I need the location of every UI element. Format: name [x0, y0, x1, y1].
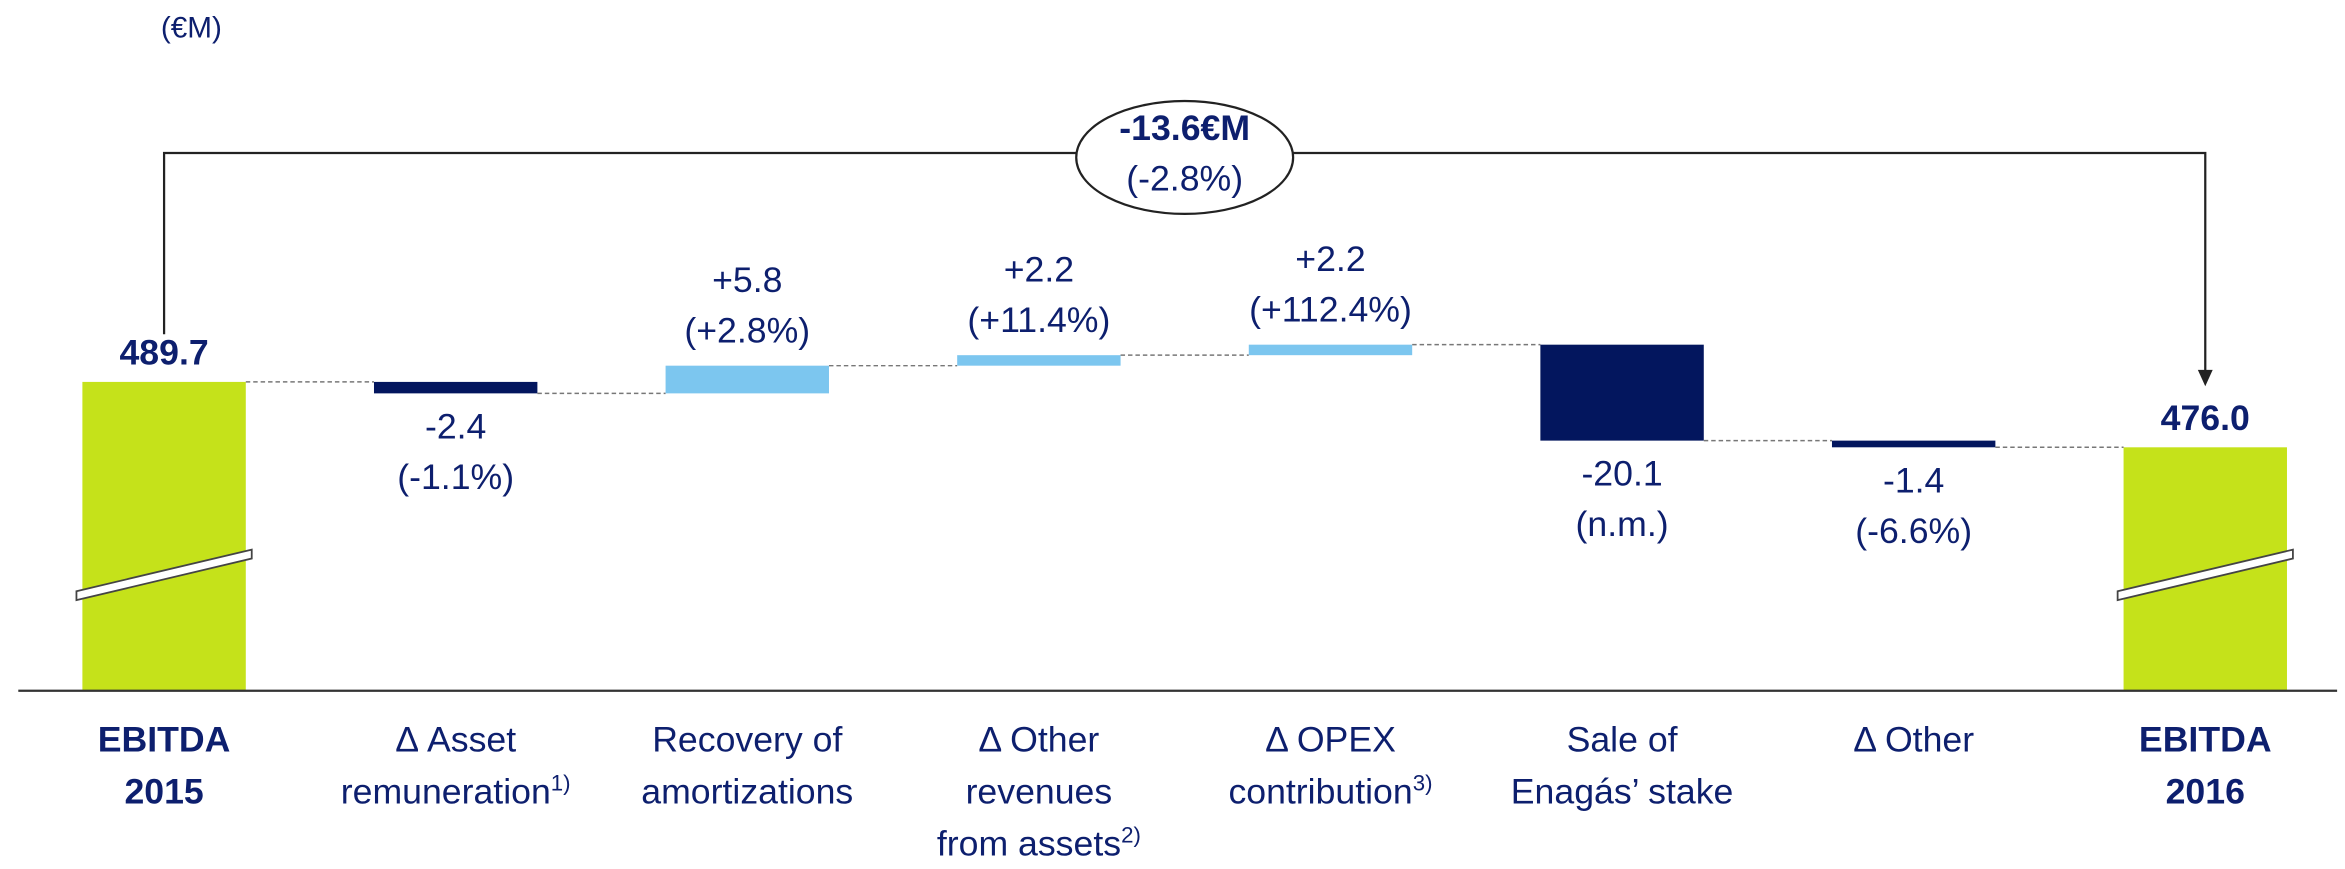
bar: [1831, 440, 1996, 448]
change-arrow: [2197, 369, 2213, 387]
x-tick-label-text: Δ Other: [1853, 720, 1974, 760]
x-tick-label-text: contribution: [1228, 772, 1412, 812]
change-ellipse: [1075, 99, 1295, 216]
x-tick-label: Δ OPEX: [1265, 720, 1396, 760]
x-tick-label-text: remuneration: [341, 772, 551, 812]
total-label: 476.0: [2161, 398, 2250, 438]
x-tick-label: remuneration1): [341, 770, 571, 812]
bar: [665, 365, 829, 394]
x-tick-label-text: Δ Asset: [395, 720, 516, 760]
x-tick-label: revenues: [966, 772, 1113, 812]
axis-break: [75, 548, 253, 602]
footnote-marker: 2): [1121, 822, 1141, 847]
value-label: +2.2: [1295, 239, 1365, 279]
change-percent: (-2.8%): [1126, 159, 1243, 199]
x-tick-label: amortizations: [641, 772, 853, 812]
x-tick-label: Δ Asset: [395, 720, 516, 760]
x-tick-label-text: Recovery of: [652, 720, 842, 760]
x-tick-label: EBITDA: [98, 720, 231, 760]
bar: [373, 381, 538, 394]
percent-label: (-1.1%): [397, 457, 514, 497]
x-tick-label: 2016: [2166, 772, 2245, 812]
x-tick-label: EBITDA: [2139, 720, 2272, 760]
x-tick-label-text: Sale of: [1567, 720, 1678, 760]
unit-label: (€M): [161, 12, 222, 45]
footnote-marker: 3): [1413, 770, 1433, 795]
x-tick-label-text: 2015: [124, 772, 203, 812]
x-tick-label-text: Δ OPEX: [1265, 720, 1396, 760]
value-label: -1.4: [1883, 460, 1944, 500]
value-label: +2.2: [1004, 249, 1074, 289]
x-tick-label-text: 2016: [2166, 772, 2245, 812]
value-label: -2.4: [425, 406, 486, 446]
change-value: -13.6€M: [1119, 108, 1250, 148]
x-tick-label: Δ Other: [978, 720, 1099, 760]
x-tick-label-text: EBITDA: [2139, 720, 2272, 760]
x-tick-label-text: from assets: [937, 824, 1121, 864]
x-tick-label-text: amortizations: [641, 772, 853, 812]
percent-label: (+2.8%): [684, 310, 810, 350]
x-tick-label: Recovery of: [652, 720, 842, 760]
x-tick-label: Δ Other: [1853, 720, 1974, 760]
value-label: +5.8: [712, 260, 782, 300]
x-tick-label: 2015: [124, 772, 203, 812]
x-tick-label-text: EBITDA: [98, 720, 231, 760]
total-label: 489.7: [119, 333, 208, 373]
bar: [1248, 344, 1413, 356]
percent-label: (+112.4%): [1249, 289, 1412, 329]
x-tick-label: Sale of: [1567, 720, 1678, 760]
percent-label: (n.m.): [1576, 504, 1669, 544]
footnote-marker: 1): [551, 770, 571, 795]
percent-label: (+11.4%): [967, 300, 1110, 340]
x-tick-label-text: Enagás’ stake: [1511, 772, 1734, 812]
percent-label: (-6.6%): [1855, 511, 1972, 551]
bar: [1540, 344, 1704, 441]
x-tick-label-text: Δ Other: [978, 720, 1099, 760]
bar: [82, 381, 246, 691]
axis-break: [2116, 548, 2294, 602]
bar: [957, 355, 1121, 366]
x-tick-label: from assets2): [937, 822, 1141, 864]
bar: [2123, 447, 2287, 691]
value-label: -20.1: [1581, 454, 1662, 494]
x-tick-label: Enagás’ stake: [1511, 772, 1734, 812]
x-tick-label: contribution3): [1228, 770, 1432, 812]
x-tick-label-text: revenues: [966, 772, 1113, 812]
